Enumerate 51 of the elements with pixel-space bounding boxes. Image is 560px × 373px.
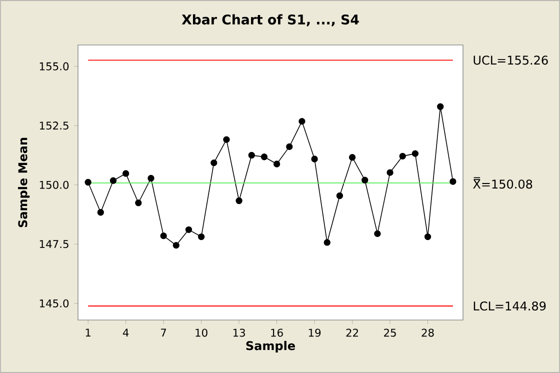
x-tick-label: 1	[86, 328, 90, 336]
point	[311, 156, 318, 162]
point	[374, 230, 381, 238]
point	[172, 242, 180, 249]
point	[336, 192, 344, 200]
point	[97, 209, 104, 216]
x-tick-label: 4	[122, 328, 129, 336]
point	[324, 239, 330, 246]
point	[122, 170, 130, 177]
y-tick-label: 152.5	[40, 122, 68, 130]
ref-line-label: X̿=150.08	[473, 177, 532, 189]
point	[437, 103, 444, 110]
ref-line-label: UCL=155.26	[474, 56, 548, 65]
x-tick-label: 7	[161, 328, 166, 336]
x-tick-label: 10	[196, 328, 208, 337]
point	[386, 169, 394, 176]
point	[185, 226, 192, 233]
point	[223, 136, 230, 143]
x-tick-label: 16	[271, 328, 283, 337]
y-tick-label: 155.0	[40, 62, 69, 70]
point	[260, 154, 268, 160]
point	[135, 200, 142, 206]
point	[348, 154, 356, 161]
point	[273, 160, 280, 168]
y-axis-title: Sample Mean	[18, 138, 30, 228]
point	[286, 143, 293, 150]
x-tick-label: 19	[308, 328, 321, 337]
x-axis-title: Sample	[246, 340, 295, 353]
point	[399, 152, 406, 160]
y-tick-label: 145.0	[40, 299, 69, 308]
point	[110, 177, 117, 184]
point	[84, 178, 92, 186]
point	[412, 150, 419, 157]
x-tick-label: 25	[384, 328, 396, 337]
x-tick-label: 13	[233, 328, 245, 337]
point	[160, 232, 167, 240]
point	[450, 178, 456, 185]
point	[362, 176, 368, 184]
chart-title: Xbar Chart of S1, ..., S4	[182, 14, 359, 26]
y-tick-label: 147.5	[40, 240, 68, 248]
y-tick-label: 150.0	[40, 180, 69, 189]
point	[210, 159, 218, 166]
point	[148, 174, 154, 182]
point	[248, 152, 255, 159]
point	[236, 197, 242, 204]
point	[298, 118, 306, 125]
x-tick-label: 22	[346, 328, 358, 337]
ref-line-label: LCL=144.89	[474, 301, 546, 311]
x-tick-label: 28	[422, 328, 434, 337]
point	[198, 233, 205, 240]
point	[424, 233, 432, 240]
